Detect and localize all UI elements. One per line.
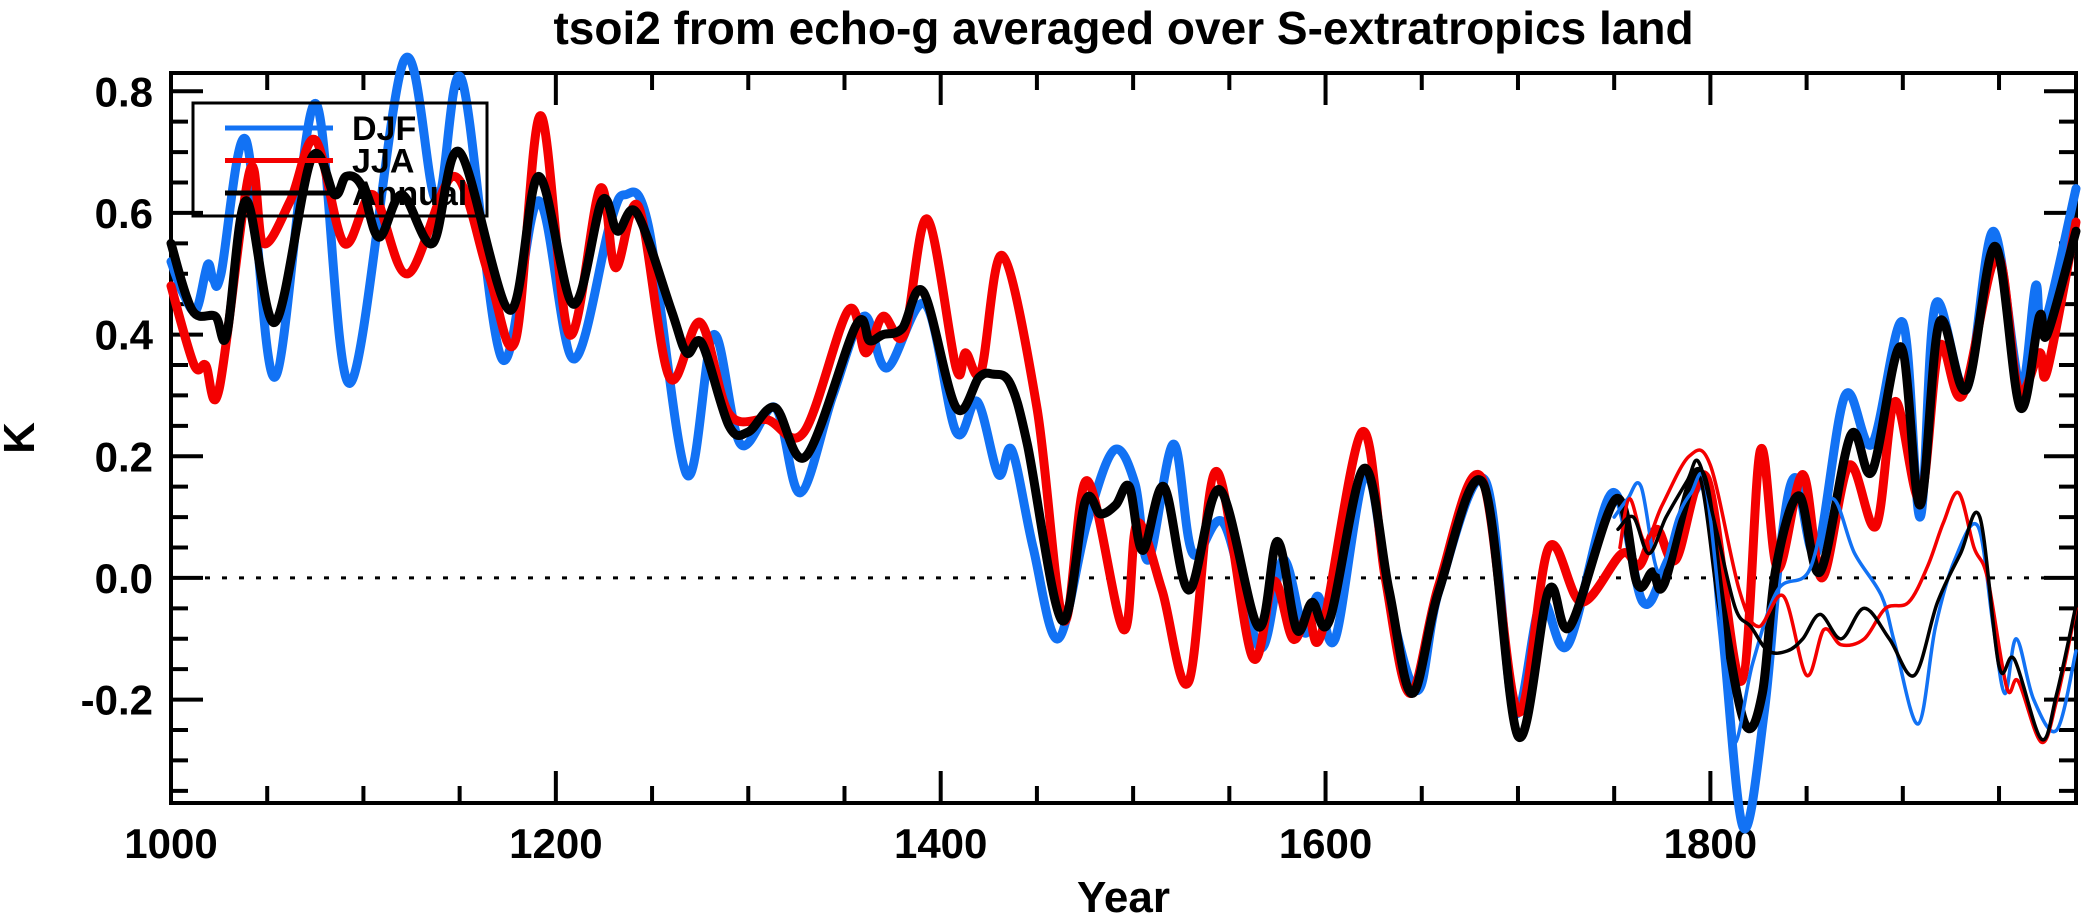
series-annual-line (166, 146, 2081, 743)
series-jja-second-line (1618, 448, 2078, 744)
y-tick-label: 0.6 (95, 190, 153, 237)
y-axis-label: K (0, 422, 44, 454)
chart-title: tsoi2 from echo-g averaged over S-extrat… (553, 2, 1693, 54)
series-djf-second-line (1612, 471, 2078, 745)
y-tick-label: -0.2 (81, 677, 153, 724)
y-tick-label: 0.4 (95, 312, 154, 359)
x-axis-label: Year (1077, 873, 1170, 922)
legend-box (191, 101, 489, 218)
x-tick-label: 1400 (894, 820, 987, 867)
data-series (166, 52, 2081, 834)
y-tick-label: 0.0 (95, 555, 153, 602)
y-tick-label: 0.8 (95, 68, 153, 115)
y-tick-label: 0.2 (95, 433, 153, 480)
legend-label-annual: Annual (352, 175, 467, 213)
plot-frame (169, 71, 2078, 805)
x-tick-label: 1000 (124, 820, 217, 867)
x-tick-label: 1200 (509, 820, 602, 867)
x-tick-label: 1600 (1279, 820, 1372, 867)
legend-label-jja: JJA (352, 143, 414, 181)
series-annual-second-line (1616, 458, 2078, 742)
legend-label-djf: DJF (352, 110, 416, 148)
